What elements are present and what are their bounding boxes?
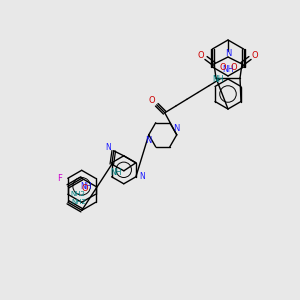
Text: N: N bbox=[105, 143, 111, 152]
Text: N: N bbox=[174, 124, 180, 133]
Text: N: N bbox=[225, 50, 231, 58]
Text: NH: NH bbox=[212, 74, 224, 83]
Text: O: O bbox=[252, 52, 258, 61]
Text: O: O bbox=[148, 96, 155, 105]
Text: N: N bbox=[146, 136, 152, 145]
Text: N: N bbox=[139, 172, 145, 181]
Text: F: F bbox=[57, 174, 62, 183]
Text: NH2: NH2 bbox=[71, 199, 86, 205]
Text: O: O bbox=[82, 184, 88, 193]
Text: NH: NH bbox=[110, 168, 122, 177]
Text: NH: NH bbox=[222, 64, 234, 74]
Text: NH: NH bbox=[80, 182, 92, 191]
Text: O: O bbox=[230, 62, 237, 71]
Text: NH2: NH2 bbox=[70, 191, 86, 197]
Text: O: O bbox=[219, 62, 226, 71]
Text: O: O bbox=[198, 52, 204, 61]
